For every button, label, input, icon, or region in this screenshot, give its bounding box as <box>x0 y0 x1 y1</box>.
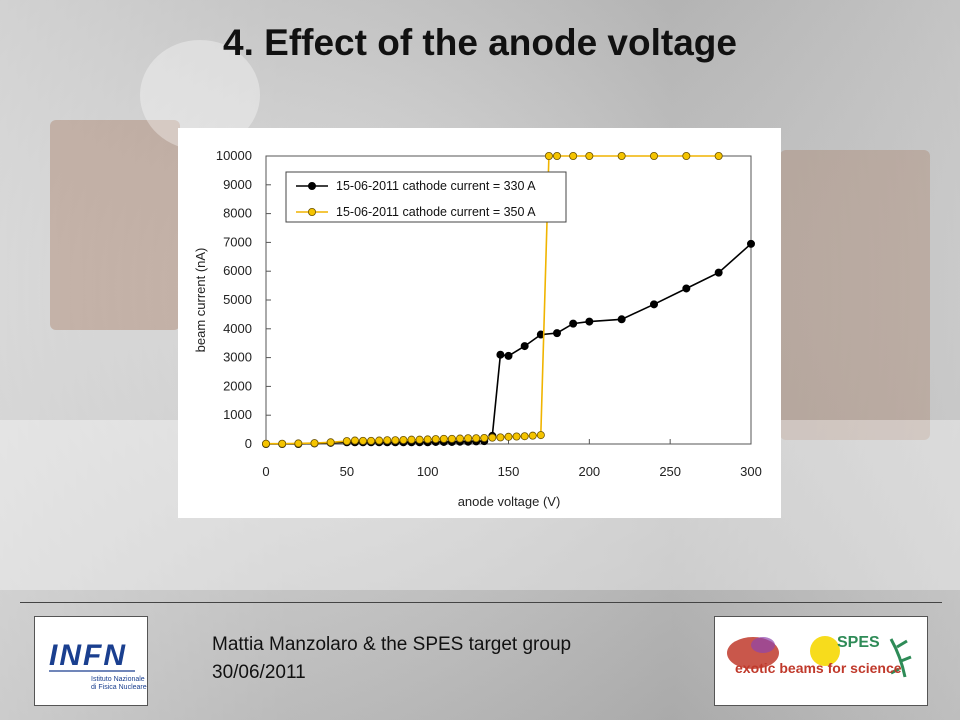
chart-panel: 0 50 100 150 200 250 300 0 1000 2000 3000 4000 5000 6… <box>178 128 781 518</box>
x-tick-label: 50 <box>340 464 354 479</box>
spes-logo-word: SPES <box>837 634 880 651</box>
series-2-point <box>552 151 561 160</box>
y-axis-label: beam current (nA) <box>193 248 208 353</box>
series-1-line <box>266 243 752 445</box>
y-tick-label: 8000 <box>223 206 252 221</box>
series-2-point <box>326 438 335 447</box>
legend-marker <box>307 182 316 191</box>
legend-label: 15-06-2011 cathode current = 350 A <box>336 205 536 219</box>
series-2-point <box>488 433 497 442</box>
y-tick-label: 1000 <box>223 407 252 422</box>
spes-logo-tagline: exotic beams for science <box>735 660 902 676</box>
y-tick-label: 3000 <box>223 350 252 365</box>
y-tick-label: 9000 <box>223 177 252 192</box>
footer-divider <box>20 602 942 603</box>
y-tick-label: 4000 <box>223 321 252 336</box>
background-copper-block-left <box>50 120 180 330</box>
x-axis-label: anode voltage (V) <box>458 494 561 509</box>
y-tick-label: 0 <box>245 436 252 451</box>
series-1-point <box>714 268 723 277</box>
series-1-point <box>747 239 756 248</box>
x-tick-label: 300 <box>740 464 762 479</box>
series-1 <box>262 239 756 448</box>
series-1-point <box>617 315 626 324</box>
infn-logo: INFN Istituto Nazionale di Fisica Nuclea… <box>34 616 148 706</box>
series-2-point <box>350 436 359 445</box>
series-2-point <box>496 433 505 442</box>
infn-logo-graphic: INFN Istituto Nazionale di Fisica Nuclea… <box>49 639 147 691</box>
series-2-point <box>544 151 553 160</box>
series-2-point <box>512 432 521 441</box>
background-copper-block-right <box>780 150 930 440</box>
infn-logo-subtitle-1: Istituto Nazionale <box>91 676 145 683</box>
series-1-point <box>520 342 529 351</box>
series-2-point <box>714 151 723 160</box>
x-tick-label: 100 <box>417 464 439 479</box>
series-2-point <box>294 439 303 448</box>
series-2-point <box>682 151 691 160</box>
series-2-point <box>504 432 513 441</box>
y-tick-label: 10000 <box>216 148 252 163</box>
series-2-point <box>536 431 545 440</box>
series-2-point <box>383 436 392 445</box>
legend-box <box>285 171 567 223</box>
series-2-point <box>520 432 529 441</box>
x-tick-label: 250 <box>659 464 681 479</box>
beam-current-chart: 0 50 100 150 200 250 3000100020003000400050006… <box>193 148 762 509</box>
series-2-point <box>375 436 384 445</box>
series-2-point <box>367 436 376 445</box>
series-2-point <box>407 435 416 444</box>
series-1-point <box>585 317 594 326</box>
series-1-point <box>496 350 505 359</box>
x-tick-label: 150 <box>498 464 520 479</box>
series-2-point <box>528 431 537 440</box>
series-2-point <box>464 434 473 443</box>
y-tick-label: 7000 <box>223 234 252 249</box>
series-2-point <box>278 439 287 448</box>
series-2-point <box>585 151 594 160</box>
y-tick-label: 6000 <box>223 263 252 278</box>
series-2-point <box>439 434 448 443</box>
infn-logo-subtitle-2: di Fisica Nucleare <box>91 684 147 691</box>
series-2-point <box>431 435 440 444</box>
series-2-point <box>391 436 400 445</box>
series-2-point <box>649 151 658 160</box>
spes-logo-graphic: SPES exotic beams for science <box>727 634 912 678</box>
author-text: Mattia Manzolaro & the SPES target group <box>212 634 572 655</box>
series-2-point <box>455 434 464 443</box>
y-tick-label: 2000 <box>223 378 252 393</box>
series-2-point <box>472 434 481 443</box>
series-2-point <box>399 435 408 444</box>
series-1-point <box>649 300 658 309</box>
series-2-point <box>617 151 626 160</box>
series-2-point <box>480 433 489 442</box>
series-1-point <box>682 284 691 293</box>
series-2 <box>262 151 723 448</box>
legend-label: 15-06-2011 cathode current = 330 A <box>336 179 536 193</box>
series-2-point <box>310 439 319 448</box>
legend-marker <box>307 208 316 217</box>
series-2-point <box>358 436 367 445</box>
series-1-point <box>552 329 561 338</box>
series-2-point <box>262 439 271 448</box>
series-2-point <box>423 435 432 444</box>
x-tick-label: 200 <box>578 464 600 479</box>
x-tick-label: 0 <box>262 464 269 479</box>
series-2-point <box>342 437 351 446</box>
series-1-point <box>569 319 578 328</box>
date-text: 30/06/2011 <box>212 662 306 683</box>
y-tick-label: 5000 <box>223 292 252 307</box>
series-2-point <box>569 151 578 160</box>
series-2-point <box>415 435 424 444</box>
series-1-point <box>504 351 513 360</box>
spes-logo: SPES exotic beams for science <box>714 616 928 706</box>
infn-logo-word: INFN <box>49 639 127 672</box>
slide-title: 4. Effect of the anode voltage <box>223 22 737 63</box>
series-2-point <box>447 434 456 443</box>
